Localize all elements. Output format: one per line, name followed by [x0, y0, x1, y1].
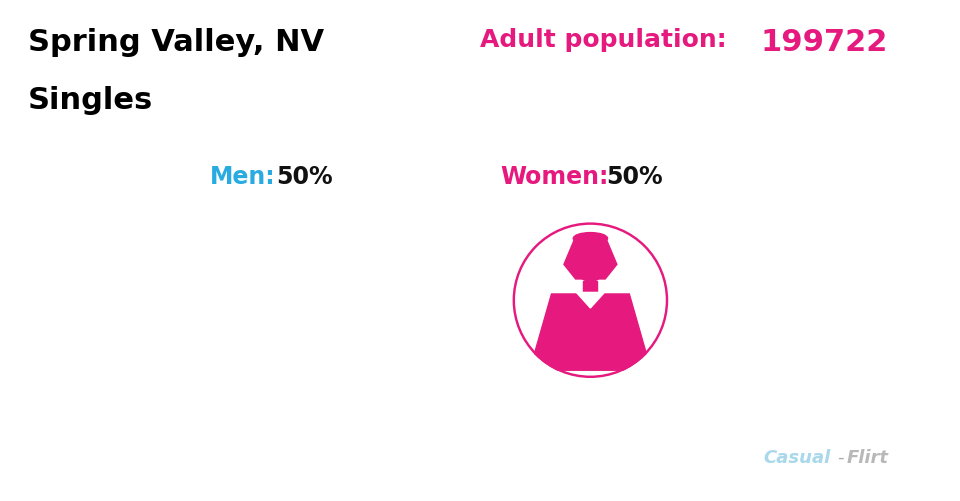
Bar	[263, 267, 268, 275]
Text: Spring Valley, NV: Spring Valley, NV	[28, 28, 324, 57]
Polygon shape	[283, 295, 294, 310]
Text: -: -	[837, 448, 844, 466]
Text: 50%: 50%	[276, 165, 332, 188]
Bar	[299, 267, 303, 275]
Text: Flirt: Flirt	[847, 448, 889, 466]
Text: Singles: Singles	[28, 86, 154, 115]
Text: Men:: Men:	[210, 165, 276, 188]
Ellipse shape	[576, 248, 605, 282]
Circle shape	[266, 254, 300, 288]
Polygon shape	[530, 295, 651, 370]
Ellipse shape	[573, 233, 608, 245]
Polygon shape	[590, 293, 605, 308]
Polygon shape	[276, 310, 291, 324]
Polygon shape	[276, 283, 291, 293]
Text: Women:: Women:	[500, 165, 609, 188]
Polygon shape	[576, 293, 590, 308]
Text: Casual: Casual	[763, 448, 830, 466]
Text: 199722: 199722	[760, 28, 887, 57]
Polygon shape	[584, 281, 597, 295]
Polygon shape	[564, 239, 617, 280]
Text: 50%: 50%	[606, 165, 662, 188]
Polygon shape	[273, 295, 283, 310]
Polygon shape	[228, 293, 338, 357]
Text: Adult population:: Adult population:	[480, 28, 727, 52]
